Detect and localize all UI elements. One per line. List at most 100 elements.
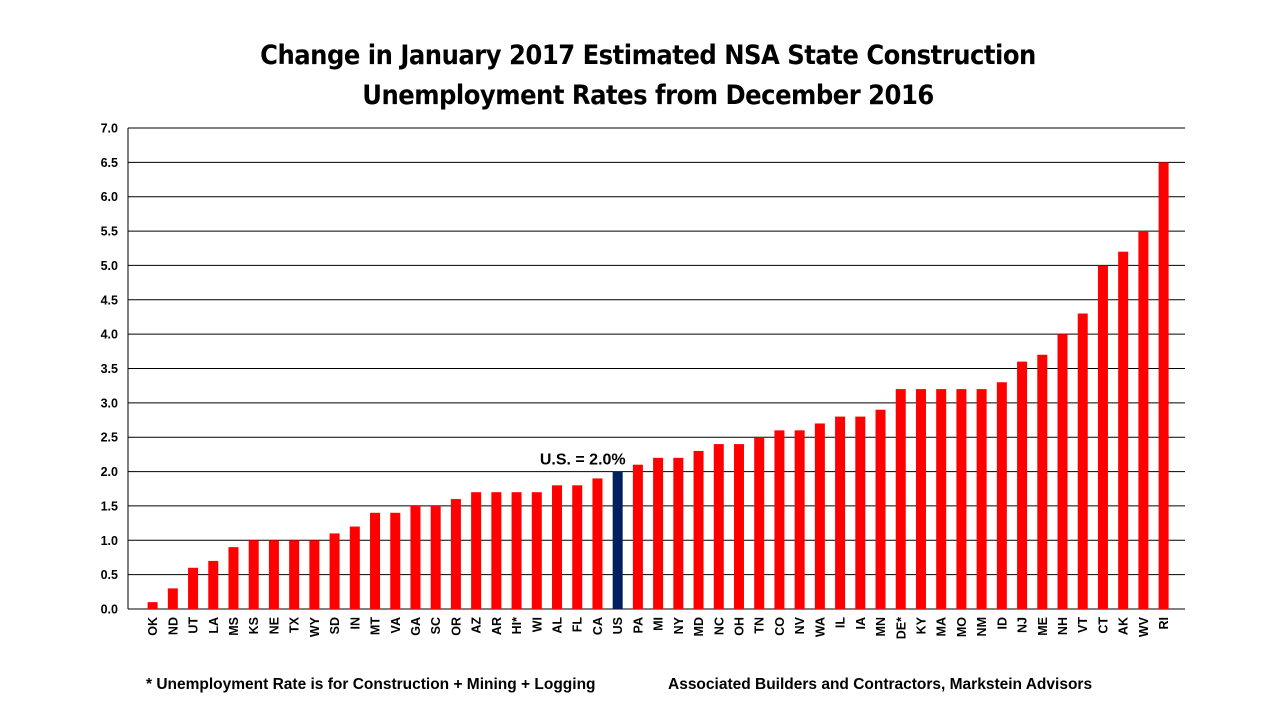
bar-sc <box>430 505 441 609</box>
bar-az <box>471 492 482 609</box>
bar-tx <box>289 540 300 609</box>
y-tick-label: 3.0 <box>101 396 118 410</box>
bar-or <box>450 499 461 609</box>
x-tick-label: NH <box>1056 617 1070 635</box>
x-tick-label: UT <box>187 617 201 634</box>
bar-nv <box>794 430 805 609</box>
x-tick-label: TN <box>753 617 767 634</box>
bar-va <box>390 512 401 609</box>
x-tick-label: MS <box>227 617 241 636</box>
x-tick-label: PA <box>631 617 645 633</box>
bar-tn <box>754 437 765 609</box>
x-tick-label: OH <box>732 617 746 636</box>
bar-ny <box>673 457 684 609</box>
footnote-asterisk: * Unemployment Rate is for Construction … <box>146 676 596 693</box>
bar-co <box>774 430 785 609</box>
bar-ks <box>248 540 259 609</box>
bar-ct <box>1097 265 1108 609</box>
x-tick-label: MO <box>955 617 969 637</box>
x-tick-label: MN <box>874 617 888 636</box>
bar-me <box>1037 354 1048 609</box>
bar-nh <box>1057 334 1068 609</box>
x-tick-label: OK <box>146 617 160 636</box>
y-tick-label: 1.0 <box>101 534 118 548</box>
x-tick-label: FL <box>571 617 585 633</box>
y-tick-label: 2.0 <box>101 465 118 479</box>
x-tick-label: KS <box>247 617 261 634</box>
x-tick-label: NV <box>793 616 807 634</box>
x-tick-label: LA <box>207 617 221 634</box>
bar-nc <box>713 444 724 609</box>
y-tick-label: 5.0 <box>101 259 118 273</box>
x-tick-label: NJ <box>1016 617 1030 633</box>
x-tick-label: IA <box>854 617 868 630</box>
y-tick-label: 3.5 <box>101 362 118 376</box>
x-tick-label: SD <box>328 617 342 634</box>
x-tick-label: ND <box>166 617 180 635</box>
y-tick-label: 6.0 <box>101 190 118 204</box>
bar-il <box>835 416 846 609</box>
bar-ak <box>1118 251 1129 609</box>
bar-mt <box>370 512 381 609</box>
bar-wa <box>814 423 825 609</box>
bar-nm <box>976 389 987 609</box>
bar-nd <box>167 588 178 609</box>
x-tick-label: HI* <box>510 617 524 635</box>
bar-la <box>208 560 219 609</box>
bar-wy <box>309 540 320 609</box>
bar-hi <box>511 492 522 609</box>
x-tick-label: WA <box>813 617 827 637</box>
x-tick-label: AL <box>551 617 565 634</box>
bar-mn <box>875 409 886 609</box>
x-tick-label: ID <box>995 617 1009 630</box>
x-tick-label: IN <box>348 617 362 630</box>
x-tick-label: WY <box>308 616 322 637</box>
bar-nj <box>1017 361 1028 609</box>
bar-ut <box>188 567 199 609</box>
x-tick-label: MA <box>935 617 949 636</box>
chart-title: Change in January 2017 Estimated NSA Sta… <box>0 36 1280 116</box>
x-tick-label: VA <box>389 617 403 633</box>
y-tick-label: 5.5 <box>101 225 118 239</box>
x-tick-label: VT <box>1076 617 1090 633</box>
y-tick-label: 6.5 <box>101 156 118 170</box>
bar-fl <box>572 485 583 609</box>
bar-wi <box>531 492 542 609</box>
y-tick-label: 4.5 <box>101 293 118 307</box>
us-annotation: U.S. = 2.0% <box>540 452 626 469</box>
y-tick-label: 0.0 <box>101 603 118 617</box>
x-tick-label: NM <box>975 617 989 636</box>
bar-ms <box>228 547 239 609</box>
bar-vt <box>1077 313 1088 609</box>
bar-ok <box>147 602 158 609</box>
x-tick-label: IL <box>834 617 848 628</box>
bar-ar <box>491 492 502 609</box>
bar-ri <box>1158 162 1169 609</box>
x-tick-label: CO <box>773 617 787 636</box>
x-tick-label: MI <box>652 617 666 631</box>
x-tick-label: OR <box>449 617 463 636</box>
x-tick-label: ME <box>1036 617 1050 636</box>
x-tick-label: MD <box>692 617 706 636</box>
y-tick-label: 2.5 <box>101 431 118 445</box>
bar-mi <box>653 457 664 609</box>
bar-in <box>349 526 360 609</box>
title-line-2: Unemployment Rates from December 2016 <box>362 80 934 111</box>
bar-pa <box>632 464 643 609</box>
x-tick-label: WV <box>1137 616 1151 637</box>
bar-md <box>693 450 704 609</box>
y-tick-label: 1.5 <box>101 499 118 513</box>
x-tick-label: AR <box>490 617 504 635</box>
bar-wv <box>1138 231 1149 610</box>
x-tick-label: GA <box>409 617 423 636</box>
bar-ky <box>915 389 926 609</box>
bar-ne <box>268 540 279 609</box>
bar-sd <box>329 533 340 609</box>
bar-ca <box>592 478 603 609</box>
x-tick-label: NY <box>672 616 686 634</box>
title-line-1: Change in January 2017 Estimated NSA Sta… <box>260 40 1036 71</box>
x-tick-label: NE <box>267 617 281 634</box>
x-tick-label: AZ <box>470 617 484 634</box>
x-tick-label: US <box>611 617 625 634</box>
